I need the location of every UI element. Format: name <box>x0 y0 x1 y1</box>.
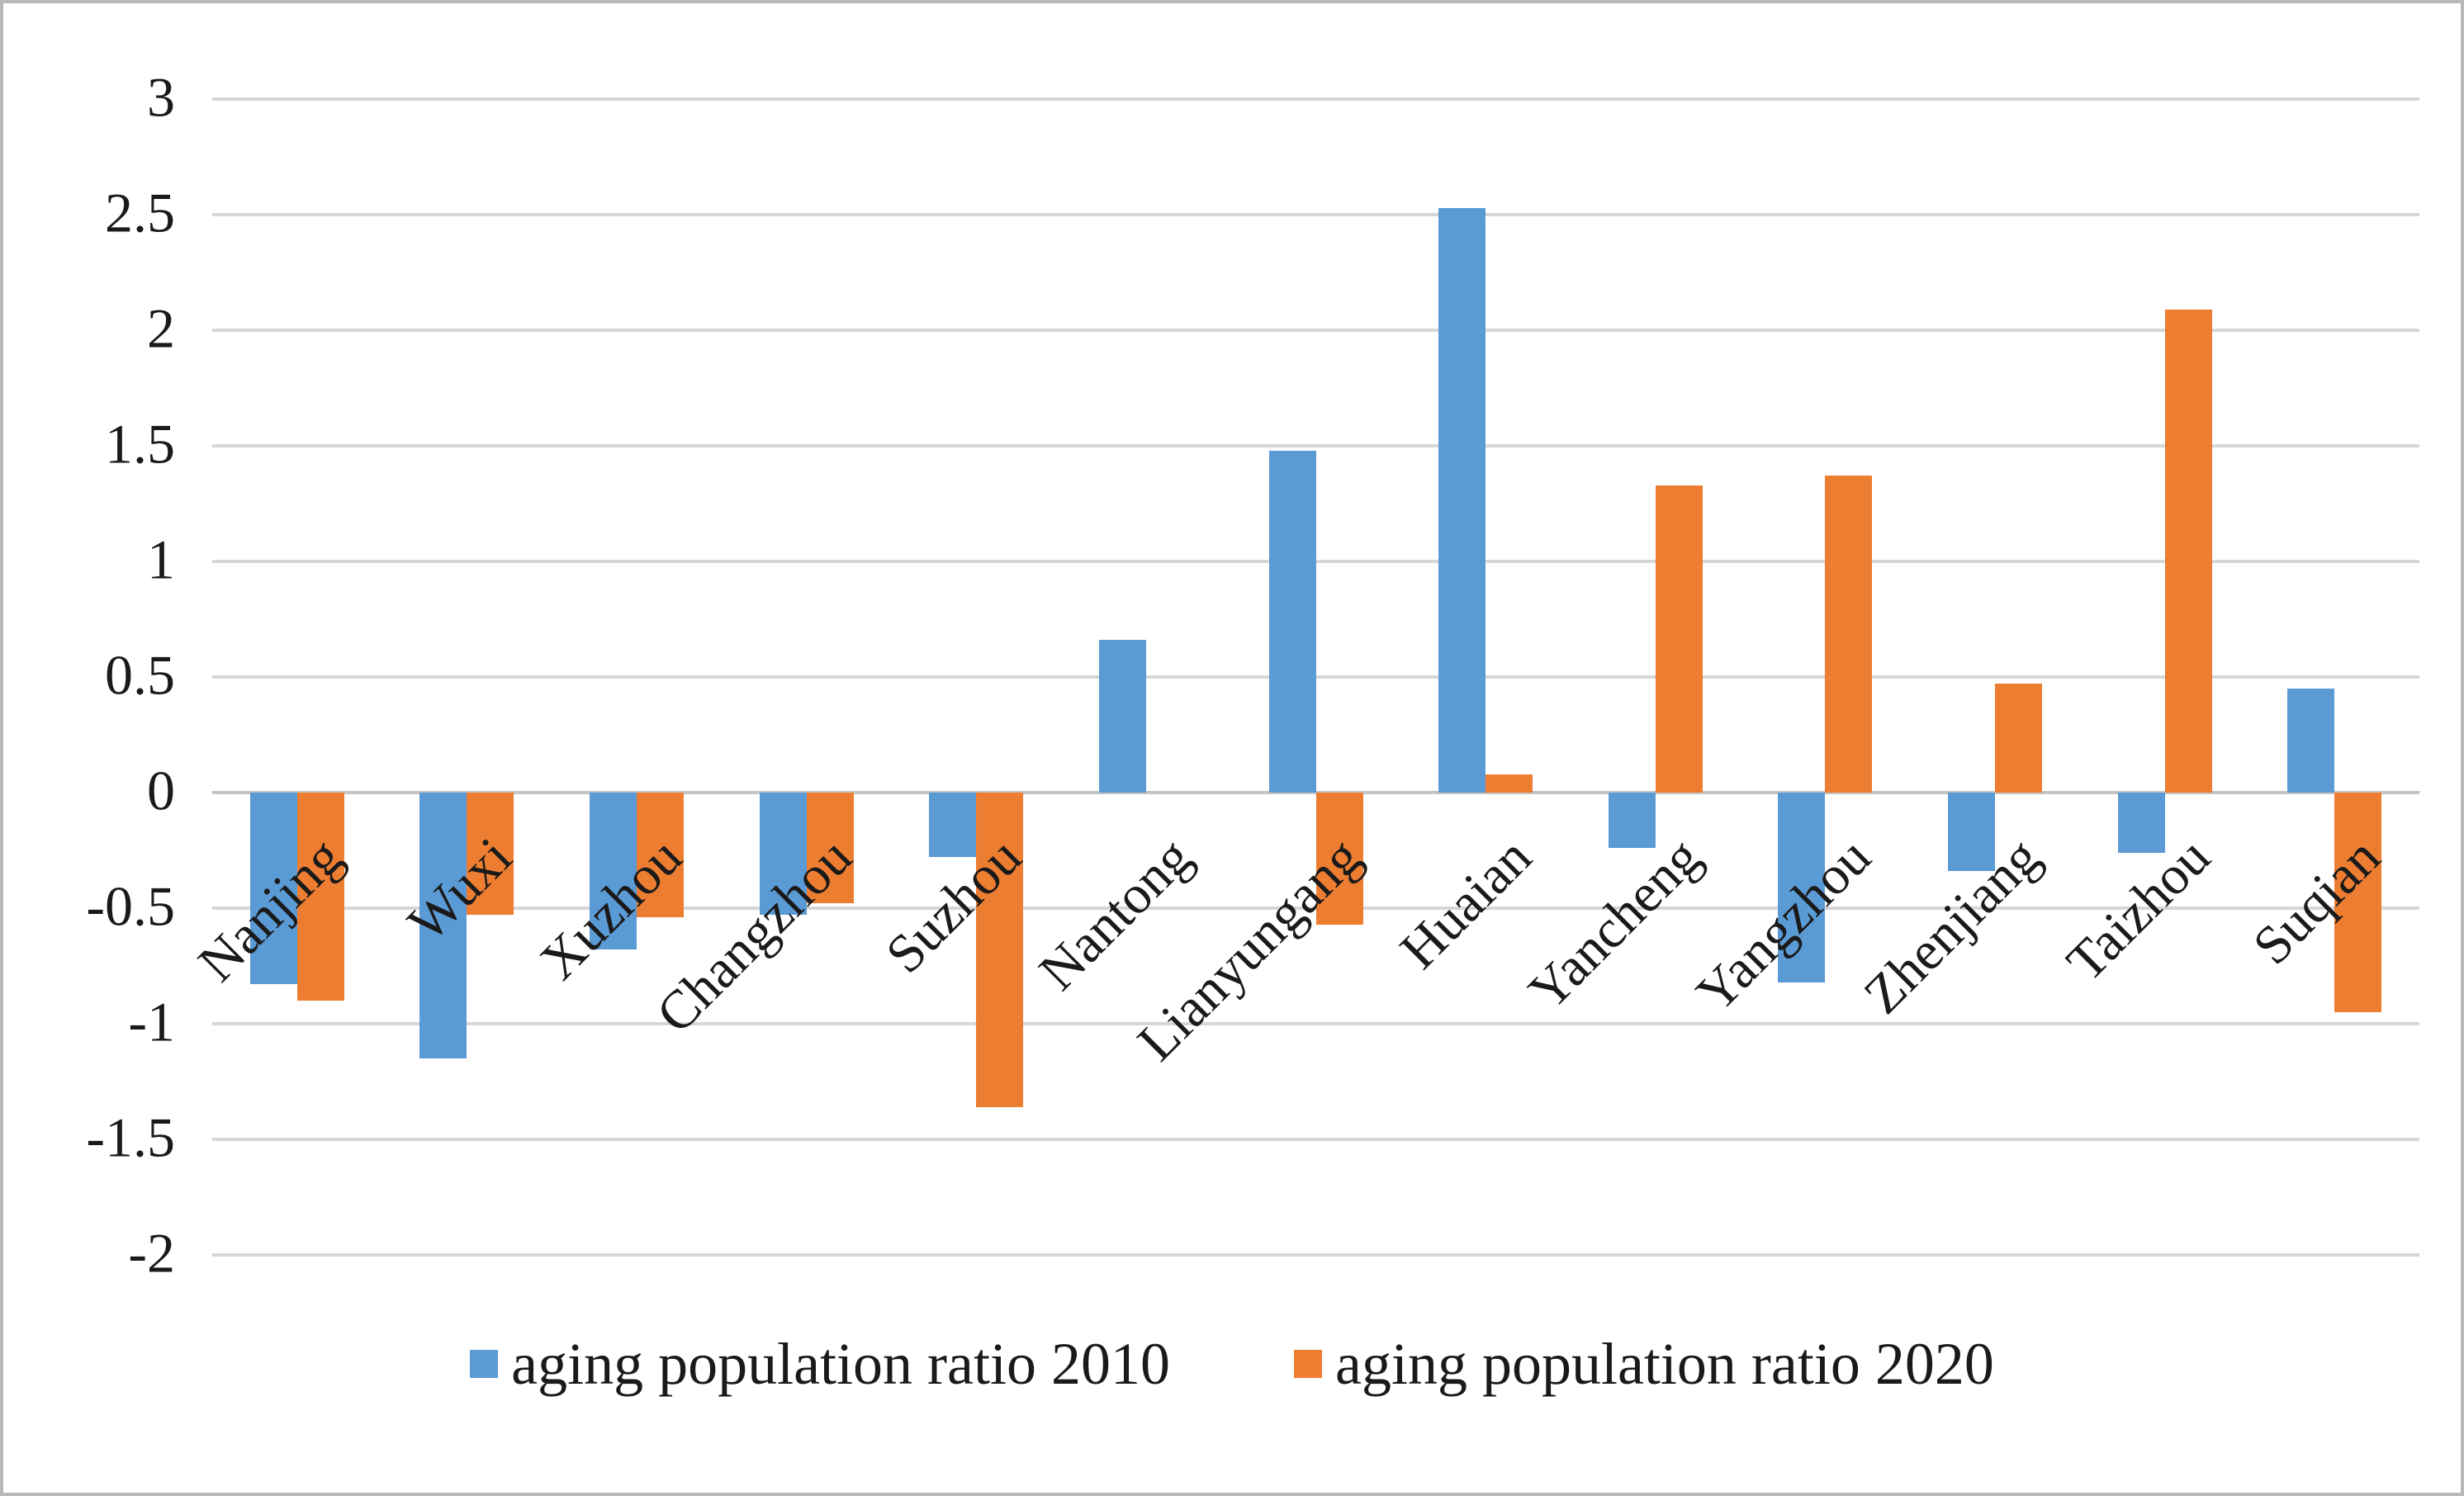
bar-suzhou-2020 <box>976 793 1024 1107</box>
gridline-y-3 <box>212 97 2419 101</box>
x-axis-category-label-nantong: Nantong <box>1027 826 1203 1002</box>
bar-lianyungang-2010 <box>1268 450 1316 793</box>
bar-yancheng-2020 <box>1655 485 1703 793</box>
bar-wuxi-2010 <box>419 793 467 1058</box>
y-axis-tick-label-2: 2 <box>147 296 175 360</box>
legend-swatch-2010-icon <box>470 1350 499 1378</box>
gridline-y-2 <box>212 329 2419 332</box>
y-axis-tick-label-0: 0 <box>147 759 175 822</box>
bar-zhenjiang-2010 <box>1947 793 1995 872</box>
gridline-y--2 <box>212 1253 2419 1257</box>
y-axis-tick-label--1.5: -1.5 <box>86 1105 175 1169</box>
y-axis-tick-label-1.5: 1.5 <box>105 412 175 476</box>
bar-yangzhou-2020 <box>1825 476 1873 793</box>
y-axis-tick-label--2: -2 <box>128 1221 175 1285</box>
bar-changzhou-2020 <box>806 793 854 904</box>
bar-nanjing-2010 <box>249 793 297 985</box>
bar-yancheng-2010 <box>1608 793 1656 849</box>
bar-zhenjiang-2020 <box>1994 684 2042 793</box>
gridline-y-1 <box>212 560 2419 563</box>
gridline-y--1 <box>212 1022 2419 1025</box>
legend-item-2010: aging population ratio 2010 <box>470 1334 1170 1394</box>
legend-swatch-2020-icon <box>1294 1350 1322 1378</box>
bar-suqian-2010 <box>2287 689 2335 793</box>
bar-wuxi-2020 <box>467 793 514 916</box>
x-axis-category-label-yancheng: Yancheng <box>1517 826 1713 1022</box>
bar-nantong-2010 <box>1098 640 1146 793</box>
bar-xuzhou-2010 <box>590 793 637 950</box>
y-axis-tick-label--0.5: -0.5 <box>86 874 175 938</box>
bar-nanjing-2020 <box>296 793 344 1001</box>
bar-xuzhou-2020 <box>637 793 685 918</box>
gridline-y--1.5 <box>212 1138 2419 1141</box>
bar-huaian-2020 <box>1486 774 1533 793</box>
gridline-y-2.5 <box>212 213 2419 216</box>
x-axis-category-label-huaian: Huaian <box>1388 826 1542 981</box>
plot-area: 3 2.5 2 1.5 1 0.5 0 -0.5 -1 -1.5 -2 Nanjing Wuxi Xuzh… <box>3 3 2461 1493</box>
legend: aging population ratio 2010 aging popula… <box>3 1334 2461 1394</box>
y-axis-tick-label-0.5: 0.5 <box>105 643 175 707</box>
bar-huaian-2010 <box>1438 207 1486 793</box>
bar-yangzhou-2010 <box>1778 793 1826 982</box>
y-axis-tick-label-1: 1 <box>147 528 175 591</box>
bar-taizhou-2010 <box>2117 793 2165 853</box>
bar-suqian-2020 <box>2334 793 2382 1012</box>
gridline-y-1.5 <box>212 444 2419 447</box>
y-axis-tick-label-3: 3 <box>147 65 175 129</box>
bar-lianyungang-2020 <box>1315 793 1363 925</box>
legend-label-2020: aging population ratio 2020 <box>1335 1331 1994 1397</box>
bar-suzhou-2010 <box>929 793 977 858</box>
x-axis-category-label-taizhou: Taizhou <box>2055 826 2222 993</box>
bar-changzhou-2010 <box>759 793 807 916</box>
gridline-y-0.5 <box>212 675 2419 679</box>
legend-item-2020: aging population ratio 2020 <box>1294 1334 1994 1394</box>
y-axis-tick-label-2.5: 2.5 <box>105 181 175 244</box>
legend-label-2010: aging population ratio 2010 <box>511 1331 1170 1397</box>
bar-taizhou-2020 <box>2164 309 2212 793</box>
y-axis-tick-label--1: -1 <box>128 990 175 1053</box>
